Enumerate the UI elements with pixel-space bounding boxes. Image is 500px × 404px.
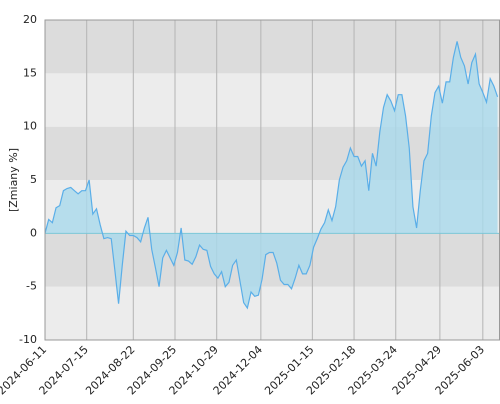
grid-band: [45, 73, 500, 127]
y-tick-label: -5: [26, 280, 37, 293]
grid-band: [45, 286, 500, 340]
area: [45, 41, 498, 308]
y-tick-label: 5: [30, 173, 37, 186]
y-tick-label: -10: [19, 333, 37, 346]
y-tick-label: 10: [23, 120, 37, 133]
y-tick-label: 20: [23, 13, 37, 26]
y-tick-label: 15: [23, 66, 37, 79]
line: [44, 41, 499, 310]
y-axis-label: [Zmiany %]: [7, 148, 20, 212]
grid-band: [45, 20, 500, 74]
y-tick-label: 0: [30, 226, 37, 239]
